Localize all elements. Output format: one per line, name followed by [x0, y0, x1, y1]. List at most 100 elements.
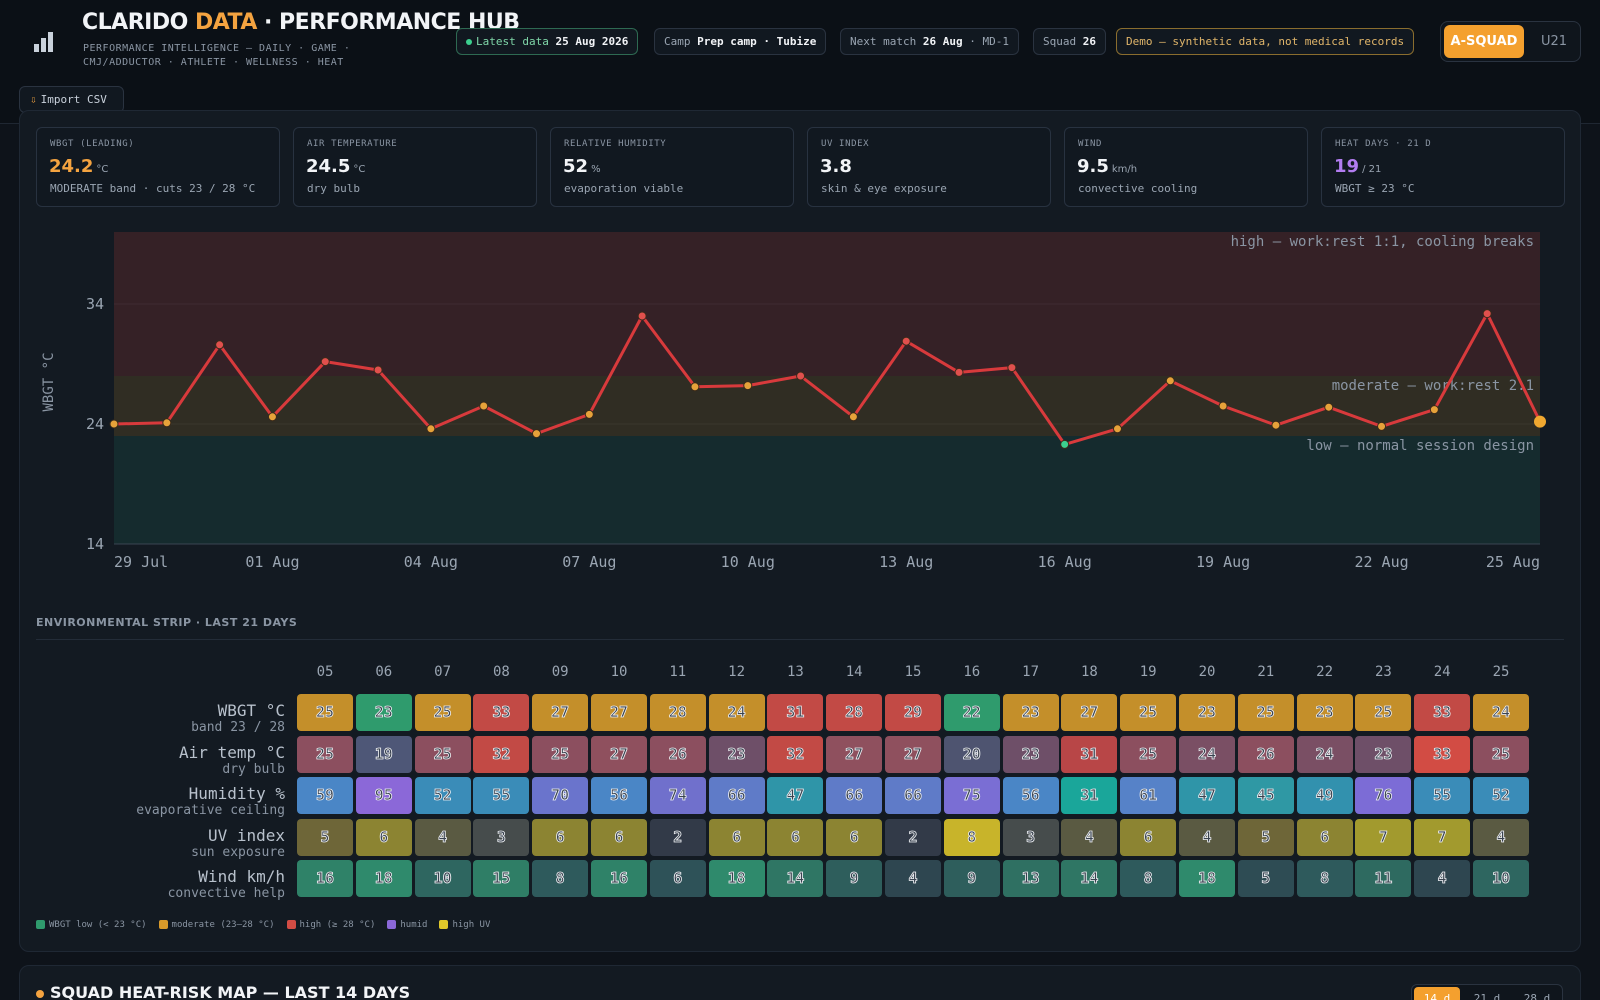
strip-cell: 32	[767, 735, 824, 773]
legend-label: moderate (23–28 °C)	[171, 920, 275, 930]
import-csv-button[interactable]: ⇩ Import CSV	[19, 86, 124, 113]
strip-cell: 23	[1002, 735, 1059, 773]
metric-number: 24.5	[306, 156, 351, 177]
wbgt-point	[1482, 309, 1492, 319]
x-tick-label: 25 Aug	[1486, 553, 1540, 571]
strip-cell: 33	[1414, 694, 1471, 731]
wbgt-point	[1060, 439, 1070, 449]
row-title: Air temp °C	[179, 742, 285, 762]
strip-cell: 24	[1296, 735, 1353, 773]
legend-swatch	[36, 920, 45, 929]
strip-cell: 33	[473, 694, 530, 731]
strip-cell: 18	[708, 860, 765, 897]
strip-cell: 25	[414, 694, 471, 731]
strip-cell: 75	[943, 777, 1000, 814]
strip-cell: 31	[1061, 777, 1118, 814]
strip-cell: 4	[1414, 860, 1471, 897]
day-column-label: 21	[1257, 664, 1275, 680]
wbgt-point	[267, 412, 277, 422]
metric-number: 9.5	[1077, 156, 1109, 177]
metric-card: HEAT DAYS · 21 D 19/ 21 WBGT ≥ 23 °C	[1321, 127, 1565, 207]
strip-cell: 25	[414, 735, 471, 773]
strip-cell: 28	[649, 694, 706, 731]
strip-row-label: UV index sun exposure	[120, 826, 285, 860]
metric-value: 24.5 °C	[306, 156, 365, 177]
strip-cell: 5	[1237, 860, 1294, 897]
strip-cell: 4	[1179, 818, 1235, 856]
metric-value: 19/ 21	[1334, 156, 1381, 177]
row-title: Wind km/h	[198, 867, 285, 886]
strip-cell: 9	[826, 860, 883, 897]
metric-label: UV INDEX	[821, 139, 870, 149]
day-column-label: 23	[1374, 664, 1392, 680]
legend-item: high UV	[439, 920, 490, 930]
strip-legend: WBGT low (< 23 °C) moderate (23–28 °C) hig…	[36, 920, 502, 930]
range-28d[interactable]: 28 d	[1523, 992, 1551, 1000]
strip-cell: 29	[885, 694, 941, 731]
metric-unit: %	[591, 164, 601, 175]
strip-cell: 4	[885, 860, 941, 897]
squad-option-u21[interactable]: U21	[1540, 34, 1568, 49]
strip-cell: 66	[826, 777, 883, 814]
strip-cell: 76	[1355, 777, 1412, 814]
metric-card: WIND 9.5 km/h convective cooling	[1064, 127, 1308, 207]
wbgt-point	[1007, 363, 1017, 373]
wbgt-point	[1534, 415, 1546, 428]
x-tick-label: 22 Aug	[1354, 553, 1408, 571]
strip-cell: 25	[1355, 694, 1412, 731]
wbgt-point	[109, 419, 119, 429]
strip-cell: 52	[1473, 777, 1529, 814]
wbgt-point	[1112, 424, 1122, 434]
range-14d[interactable]: 14 d	[1414, 987, 1460, 1000]
day-column-label: 19	[1139, 664, 1157, 680]
strip-cell: 18	[355, 860, 412, 897]
wbgt-point	[796, 371, 806, 381]
day-column-label: 25	[1492, 664, 1510, 680]
metric-card: WBGT (LEADING) 24.2 °C MODERATE band · cuts…	[36, 127, 280, 207]
strip-cell: 3	[473, 818, 530, 856]
metric-number: 3.8	[820, 156, 852, 177]
strip-cell: 9	[943, 860, 1000, 897]
strip-cell: 61	[1120, 777, 1177, 814]
range-21d[interactable]: 21 d	[1473, 992, 1501, 1000]
strip-cell: 47	[767, 777, 824, 814]
heat-risk-panel	[19, 965, 1581, 1000]
legend-item: humid	[387, 920, 427, 930]
strip-cell: 7	[1355, 818, 1412, 856]
strip-cell: 27	[885, 735, 941, 773]
legend-swatch	[286, 920, 296, 929]
strip-cell: 22	[943, 694, 1000, 731]
wbgt-point	[637, 311, 647, 321]
strip-cell: 31	[767, 694, 824, 731]
strip-row-label: Air temp °C dry bulb	[120, 742, 285, 777]
wbgt-point	[901, 336, 911, 346]
y-tick-label: 14	[86, 535, 104, 553]
strip-cell: 70	[532, 777, 589, 814]
squad-option-a[interactable]: A-SQUAD	[1444, 25, 1524, 58]
day-column-label: 13	[786, 664, 804, 680]
camp-value: Prep camp · Tubize	[697, 35, 817, 48]
wbgt-point	[1377, 421, 1387, 431]
day-column-label: 17	[1022, 664, 1040, 680]
squad-pill: Squad 26	[1033, 28, 1106, 55]
strip-cell: 27	[591, 694, 647, 731]
demo-notice: Demo — synthetic data, not medical recor…	[1116, 28, 1415, 55]
strip-cell: 23	[708, 735, 765, 773]
row-subtitle: sun exposure	[191, 844, 285, 860]
next-match-label: Next match	[850, 35, 917, 48]
strip-row-label: WBGT °C band 23 / 28	[120, 702, 285, 736]
strip-cell: 28	[826, 694, 883, 731]
legend-label: WBGT low (< 23 °C)	[49, 920, 147, 930]
wbgt-point	[1271, 420, 1281, 430]
strip-cell: 33	[1414, 735, 1471, 773]
strip-cell: 6	[532, 818, 589, 856]
heat-risk-title: SQUAD HEAT-RISK MAP — LAST 14 DAYS	[36, 983, 410, 1000]
day-column-label: 05	[316, 664, 334, 680]
x-tick-label: 01 Aug	[245, 553, 299, 571]
strip-cell: 55	[1414, 777, 1471, 814]
strip-cell: 20	[943, 735, 1000, 773]
y-tick-label: 24	[86, 415, 104, 433]
day-column-label: 16	[963, 664, 981, 680]
strip-cell: 6	[591, 818, 647, 856]
metric-subtext: WBGT ≥ 23 °C	[1335, 182, 1415, 195]
